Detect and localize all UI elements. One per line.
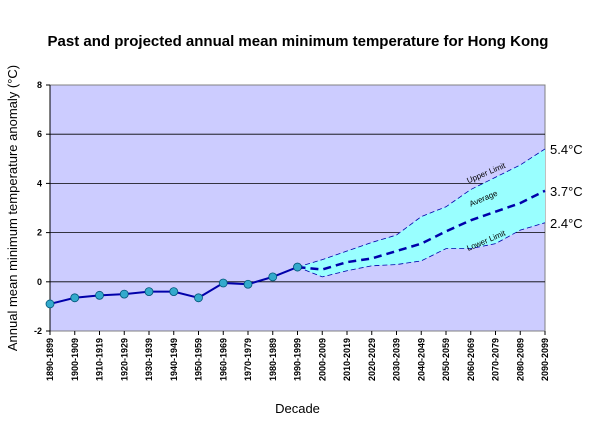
x-tick-label: 1990-1999 — [293, 338, 303, 381]
x-tick-label: 1970-1979 — [243, 338, 253, 381]
x-tick-label: 2050-2059 — [441, 338, 451, 381]
x-tick-label: 2060-2069 — [466, 338, 476, 381]
x-tick-label: 1910-1919 — [95, 338, 105, 381]
data-point — [95, 290, 104, 300]
x-tick-label: 1950-1959 — [194, 338, 204, 381]
x-tick-label: 2090-2099 — [540, 338, 550, 381]
data-point — [119, 289, 129, 299]
y-tick-label: 0 — [37, 277, 42, 287]
y-tick-label: 4 — [37, 178, 42, 188]
y-axis-title: Annual mean minimum temperature anomaly … — [5, 65, 20, 351]
data-point — [243, 279, 253, 289]
x-tick-label: 2020-2029 — [367, 338, 377, 381]
y-tick-label: -2 — [34, 326, 42, 336]
average-end-value: 3.7°C — [550, 184, 583, 199]
x-tick-label: 1980-1989 — [268, 338, 278, 381]
lower-limit-line — [297, 222, 546, 278]
data-point — [218, 278, 228, 288]
x-tick-label: 2040-2049 — [416, 338, 426, 381]
x-tick-label: 2070-2079 — [491, 338, 501, 381]
data-point — [144, 287, 154, 297]
data-markers — [45, 262, 302, 309]
x-tick-label: 1940-1949 — [169, 338, 179, 381]
lower-end-value: 2.4°C — [550, 216, 583, 231]
upper-end-value: 5.4°C — [550, 142, 583, 157]
x-tick-label: 2010-2019 — [342, 338, 352, 381]
x-axis-ticks: 1890-1899 1900-1909 1910-1919 1920-1929 1930… — [45, 331, 550, 381]
x-tick-label: 1900-1909 — [70, 338, 80, 381]
x-tick-label: 1930-1939 — [144, 338, 154, 381]
y-tick-label: 2 — [37, 228, 42, 238]
data-point — [194, 293, 203, 303]
data-point — [45, 299, 55, 309]
y-tick-label: 6 — [37, 129, 42, 139]
data-point — [268, 272, 278, 282]
x-tick-label: 1890-1899 — [45, 338, 55, 381]
average-series-line — [297, 189, 546, 271]
data-point — [70, 293, 80, 303]
data-point — [169, 287, 179, 297]
x-tick-label: 2080-2089 — [515, 338, 525, 381]
x-tick-label: 1920-1929 — [119, 338, 129, 381]
y-axis-ticks: -2 0 2 4 6 8 — [34, 80, 51, 336]
x-tick-label: 1960-1969 — [218, 338, 228, 381]
x-tick-label: 2030-2039 — [392, 338, 402, 381]
data-point — [293, 262, 302, 272]
x-tick-label: 2000-2009 — [317, 338, 327, 381]
chart-title: Past and projected annual mean minimum t… — [48, 33, 549, 50]
projection-band — [297, 148, 545, 277]
x-axis-title: Decade — [275, 401, 320, 416]
upper-limit-line — [297, 148, 546, 268]
y-tick-label: 8 — [37, 80, 42, 90]
